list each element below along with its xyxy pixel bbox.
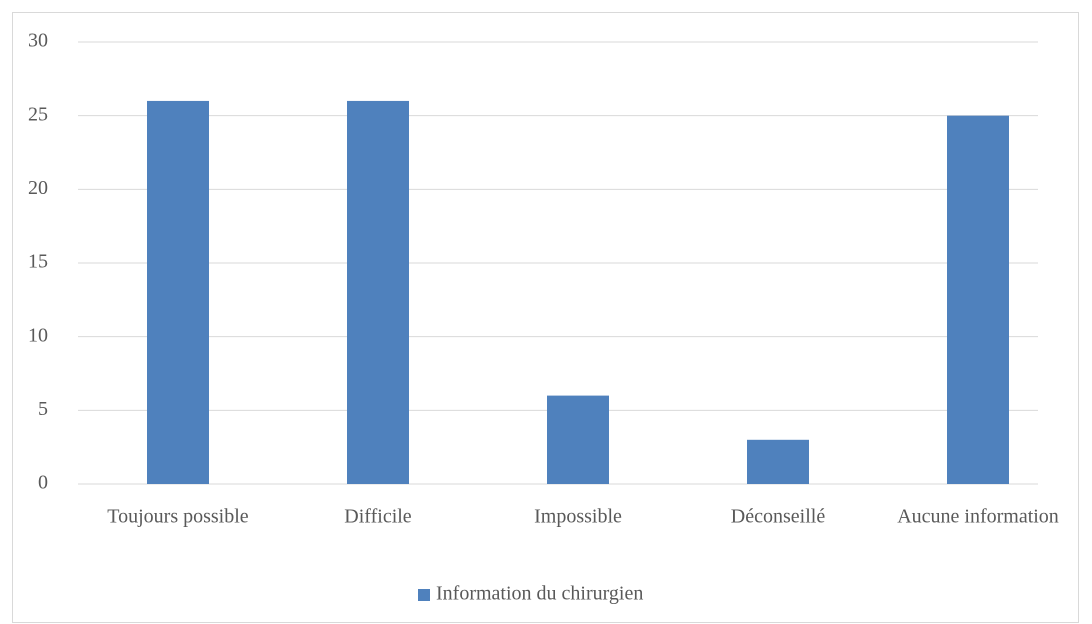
y-tick-label: 15 bbox=[28, 251, 48, 273]
bar bbox=[347, 100, 409, 484]
y-tick-label: 20 bbox=[28, 177, 48, 199]
y-tick-label: 0 bbox=[38, 472, 48, 494]
y-tick-label: 30 bbox=[28, 30, 48, 52]
x-tick-label: Toujours possible bbox=[107, 506, 249, 528]
x-tick-label: Déconseillé bbox=[731, 506, 826, 528]
x-tick-label: Impossible bbox=[534, 506, 622, 528]
bar bbox=[547, 395, 609, 484]
bar bbox=[747, 439, 809, 484]
bar bbox=[147, 100, 209, 484]
x-tick-label: Aucune information bbox=[897, 506, 1059, 528]
y-tick-label: 5 bbox=[38, 398, 48, 420]
legend-label: Information du chirurgien bbox=[436, 583, 643, 605]
bar bbox=[947, 115, 1009, 485]
y-tick-label: 10 bbox=[28, 324, 48, 346]
legend-swatch bbox=[418, 589, 430, 601]
y-tick-label: 25 bbox=[28, 103, 48, 125]
x-tick-label: Difficile bbox=[344, 506, 412, 528]
